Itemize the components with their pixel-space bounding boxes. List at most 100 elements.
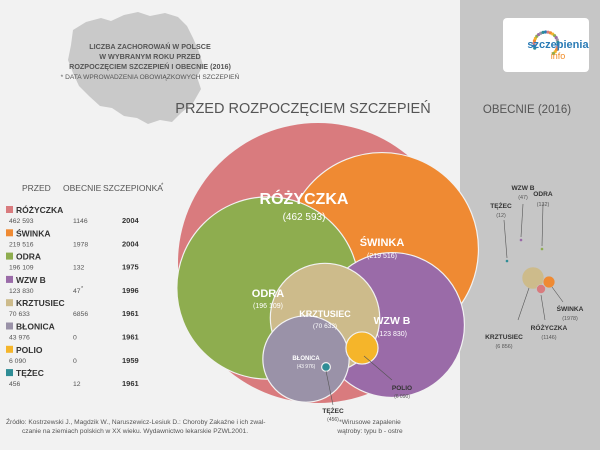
table-row: KRZTUSIEC 70 633 6856 1961 [6,298,139,318]
now-value-krztusiec: (6 856) [495,344,512,350]
title-line-2: W WYBRANYM ROKU PRZED [99,52,200,61]
logo-dot [541,30,545,34]
row-disease-name: TĘŻEC [16,368,44,378]
row-before-value: 462 593 [9,218,34,225]
now-label-wzwb: WZW B [511,185,534,192]
now-label-rozyczka: RÓŻYCZKA [531,323,568,332]
row-disease-name: KRZTUSIEC [16,298,65,308]
row-before-value: 123 830 [9,288,34,295]
table-row: TĘŻEC 456 12 1961 [6,368,139,388]
now-bubble-krztusiec [521,266,545,290]
title-line-3: ROZPOCZĘCIEM SZCZEPIEŃ I OBECNIE (2016) [69,62,231,71]
row-year: 1961 [122,333,139,342]
now-value-odra: (132) [537,202,550,208]
row-color-swatch [6,206,13,213]
row-color-swatch [6,345,13,353]
now-bubble-odra [540,247,544,251]
now-bubble-rozyczka [536,284,546,294]
section-before-heading: PRZED ROZPOCZĘCIEM SZCZEPIEŃ [175,100,430,117]
row-color-swatch [6,322,13,330]
row-disease-name: RÓŻYCZKA [16,204,63,215]
logo-subtext: info [551,51,566,61]
row-now-mark: * [81,286,84,292]
row-color-swatch [6,275,13,283]
table-row: RÓŻYCZKA 462 593 1146 2004 [6,204,140,225]
row-now-value: 6856 [73,311,88,318]
row-year: 2004 [122,239,140,248]
row-disease-name: BŁONICA [16,322,55,332]
title-line-4: * DATA WPROWADZENIA OBOWIĄZKOWYCH SZCZEP… [61,72,240,81]
bubble-value-swinka: (219 516) [367,253,397,260]
bubble-value-krztusiec: (70 633) [313,323,337,330]
logo-text: szczepienia [527,39,589,51]
row-before-value: 6 090 [9,358,26,365]
table-row: ŚWINKA 219 516 1978 2004 [6,227,140,248]
footnote: *Wirusowe zapalenie wątroby: typu b - os… [336,419,403,435]
bubble-label-swinka: ŚWINKA [360,236,405,249]
bubble-tezec [321,362,331,372]
row-year: 1961 [122,309,139,318]
footnote-line-2: wątroby: typu b - ostre [336,428,403,435]
source: Źródło: Kostrzewski J., Magdzik W., Naru… [6,417,265,435]
bubble-value-odra: (196 109) [253,303,283,310]
logo-dot [556,43,560,47]
logo-dot [556,40,560,44]
logo-ring-icon [532,30,560,56]
bubble-label-wzwb: WZW B [374,315,411,327]
row-now-value: 12 [73,381,81,388]
now-leader-tezec [503,219,508,259]
header-before: PRZED [22,183,51,193]
table-row: BŁONICA 43 976 0 1961 [6,322,139,342]
now-bubble-wzwb [519,238,523,242]
bubble-polio [345,331,379,365]
row-now-value: 0 [73,358,77,365]
bubble-value-wzwb: (123 830) [377,331,407,338]
row-before-value: 70 633 [9,311,30,318]
logo-dot [532,44,536,48]
bubble-label-polio: POLIO [392,385,412,392]
table-row: WZW B 123 830 47 * 1996 [6,275,139,295]
polio-leader-line [363,355,393,381]
row-now-value: 1978 [73,241,88,248]
now-leader-swinka [551,286,564,303]
row-disease-name: ODRA [16,252,41,262]
row-color-swatch [6,229,13,237]
row-disease-name: ŚWINKA [16,227,50,238]
now-value-wzwb: (47) [518,195,528,201]
now-bubble-swinka [542,275,556,289]
row-disease-name: WZW B [16,275,46,285]
logo-dot [543,30,548,34]
row-year: 2004 [122,216,140,225]
right-panel [460,0,600,450]
row-disease-name: POLIO [16,345,43,355]
bubble-value-tezec: (456) [327,417,339,423]
bubbles-before: RÓŻYCZKA (462 593) ŚWINKA (219 516) ODRA (196… [176,123,480,423]
bubble-label-rozyczka: RÓŻYCZKA [260,189,349,208]
now-label-krztusiec: KRZTUSIEC [485,334,523,341]
now-value-rozyczka: (1146) [541,335,556,341]
tezec-leader-line [325,370,334,406]
logo-dot [533,46,537,50]
row-before-value: 43 976 [9,335,30,342]
now-leader-wzwb [520,203,524,238]
row-color-swatch [6,252,13,260]
now-leader-odra [541,203,544,247]
row-before-value: 196 109 [9,265,34,272]
logo-box [503,18,589,72]
row-now-value: 132 [73,265,85,272]
logo-dot [532,41,536,45]
header-year: SZCZEPIONKA [103,183,163,193]
disease-table: RÓŻYCZKA 462 593 1146 2004 ŚWINKA 219 516 1978… [6,204,140,388]
title-line-1: LICZBA ZACHOROWAŃ W POLSCE [89,42,211,51]
source-line-2: czanie na ziemiach polskich w XX wieku. … [22,428,248,435]
logo-dot [551,51,555,56]
row-color-swatch [6,369,13,377]
poland-map-icon [68,12,203,124]
row-year: 1959 [122,356,139,365]
source-line-1: Źródło: Kostrzewski J., Magdzik W., Naru… [6,417,265,426]
bubble-label-odra: ODRA [252,288,284,300]
now-label-tezec: TĘŻEC [490,202,512,210]
row-year: 1961 [122,379,139,388]
header-year-mark: * [161,183,164,189]
